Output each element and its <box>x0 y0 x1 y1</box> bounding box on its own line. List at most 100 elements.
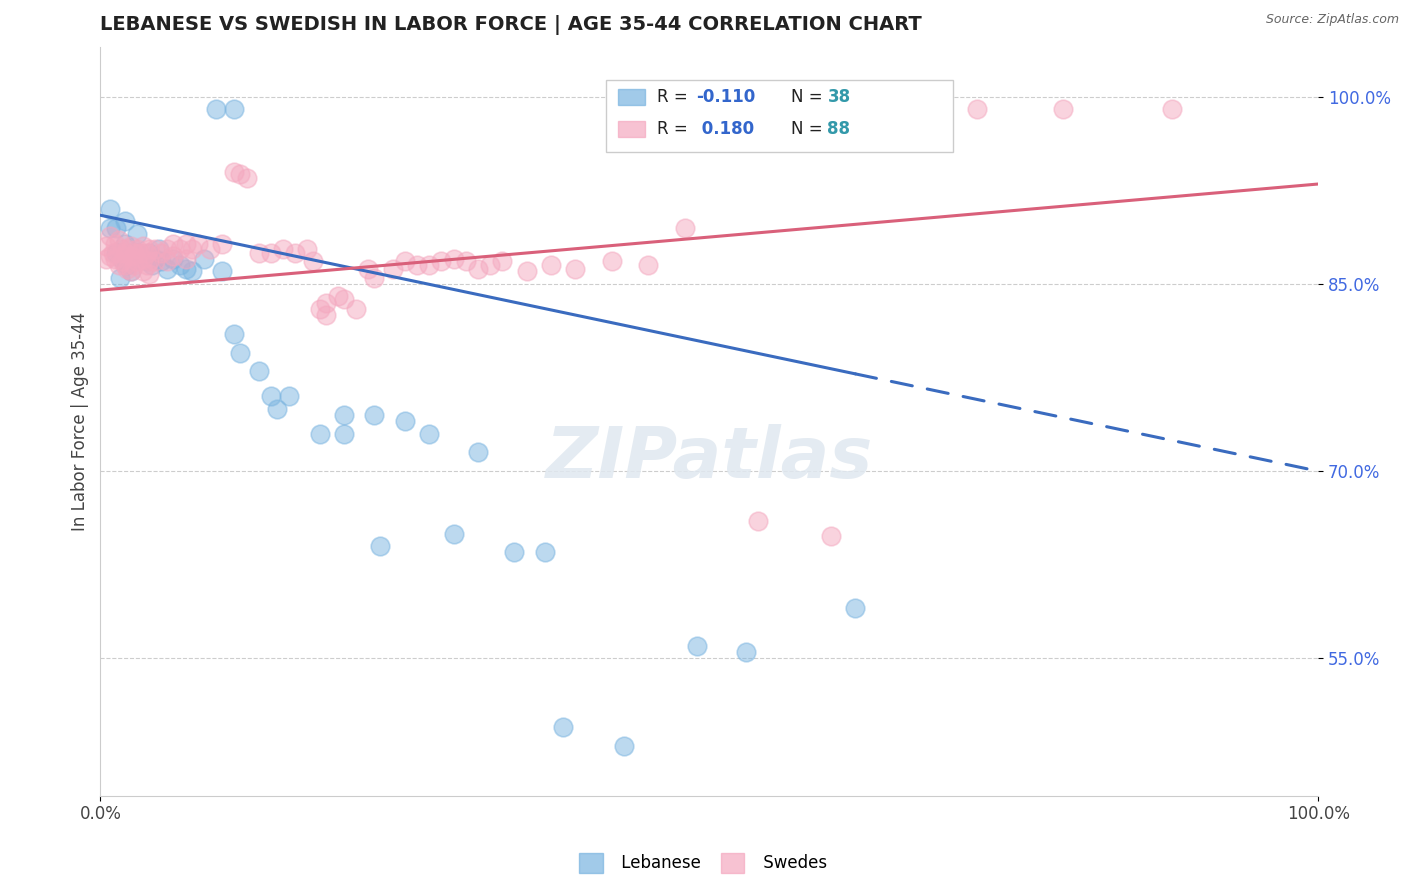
Point <box>162 252 184 266</box>
Point <box>141 258 163 272</box>
Point <box>101 245 124 260</box>
Point <box>128 245 150 260</box>
Point <box>174 261 197 276</box>
Point <box>686 639 709 653</box>
Point <box>193 252 215 266</box>
Point <box>115 258 138 272</box>
Point <box>271 242 294 256</box>
Point <box>333 408 356 422</box>
Point <box>132 252 155 266</box>
Legend:  Lebanese,  Swedes: Lebanese, Swedes <box>572 847 834 880</box>
Point <box>503 545 526 559</box>
Point <box>467 261 489 276</box>
Point <box>174 252 197 266</box>
Point <box>108 270 131 285</box>
Point <box>406 258 429 272</box>
Point <box>443 252 465 266</box>
Text: 38: 38 <box>828 87 851 106</box>
Point <box>169 242 191 256</box>
Point <box>138 242 160 256</box>
Point <box>125 254 148 268</box>
Point <box>125 242 148 256</box>
Point <box>115 261 138 276</box>
FancyBboxPatch shape <box>619 120 645 137</box>
Point <box>169 258 191 272</box>
Point <box>135 245 157 260</box>
Point <box>125 252 148 266</box>
Point <box>162 249 184 263</box>
Point <box>132 239 155 253</box>
Point <box>1052 102 1074 116</box>
Point <box>120 264 142 278</box>
Point <box>260 245 283 260</box>
Point <box>143 252 166 266</box>
Point <box>381 261 404 276</box>
Point <box>148 242 170 256</box>
Point <box>111 254 134 268</box>
Point <box>491 254 513 268</box>
Point <box>124 249 146 263</box>
Text: -0.110: -0.110 <box>696 87 755 106</box>
Text: R =: R = <box>657 87 693 106</box>
Point <box>124 258 146 272</box>
Point <box>156 254 179 268</box>
Point <box>613 739 636 753</box>
Point <box>143 242 166 256</box>
FancyBboxPatch shape <box>606 80 953 152</box>
Point <box>98 202 121 216</box>
Point <box>120 249 142 263</box>
Point <box>370 539 392 553</box>
Point <box>747 514 769 528</box>
Point <box>105 245 128 260</box>
Point <box>302 254 325 268</box>
Text: R =: R = <box>657 120 693 138</box>
Point <box>308 301 330 316</box>
Point <box>143 254 166 268</box>
Point <box>104 252 127 266</box>
Point <box>96 239 118 253</box>
Point <box>120 264 142 278</box>
Point <box>454 254 477 268</box>
Point <box>211 264 233 278</box>
Point <box>114 252 136 266</box>
Point <box>107 233 129 247</box>
Point <box>315 308 337 322</box>
Y-axis label: In Labor Force | Age 35-44: In Labor Force | Age 35-44 <box>72 311 89 531</box>
Point <box>266 401 288 416</box>
Text: N =: N = <box>792 120 828 138</box>
Point <box>235 170 257 185</box>
Point <box>98 229 121 244</box>
Point <box>224 102 246 116</box>
Point <box>156 242 179 256</box>
Point <box>534 545 557 559</box>
Point <box>1161 102 1184 116</box>
Point <box>96 252 118 266</box>
Point <box>104 236 127 251</box>
Point <box>125 227 148 241</box>
Point <box>315 295 337 310</box>
Point <box>333 292 356 306</box>
Text: 0.180: 0.180 <box>696 120 754 138</box>
Point <box>135 254 157 268</box>
Text: ZIPatlas: ZIPatlas <box>546 425 873 493</box>
Point <box>105 220 128 235</box>
Point <box>211 236 233 251</box>
Point <box>205 102 228 116</box>
Point <box>120 245 142 260</box>
Point <box>247 245 270 260</box>
Point <box>124 245 146 260</box>
Point <box>479 258 502 272</box>
Point <box>430 254 453 268</box>
Point <box>673 220 696 235</box>
Text: 88: 88 <box>828 120 851 138</box>
FancyBboxPatch shape <box>619 88 645 105</box>
Text: N =: N = <box>792 87 828 106</box>
Point <box>156 261 179 276</box>
Point <box>247 364 270 378</box>
Point <box>128 245 150 260</box>
Point <box>138 254 160 268</box>
Point <box>114 258 136 272</box>
Text: Source: ZipAtlas.com: Source: ZipAtlas.com <box>1265 13 1399 27</box>
Point <box>394 254 416 268</box>
Point <box>98 220 121 235</box>
